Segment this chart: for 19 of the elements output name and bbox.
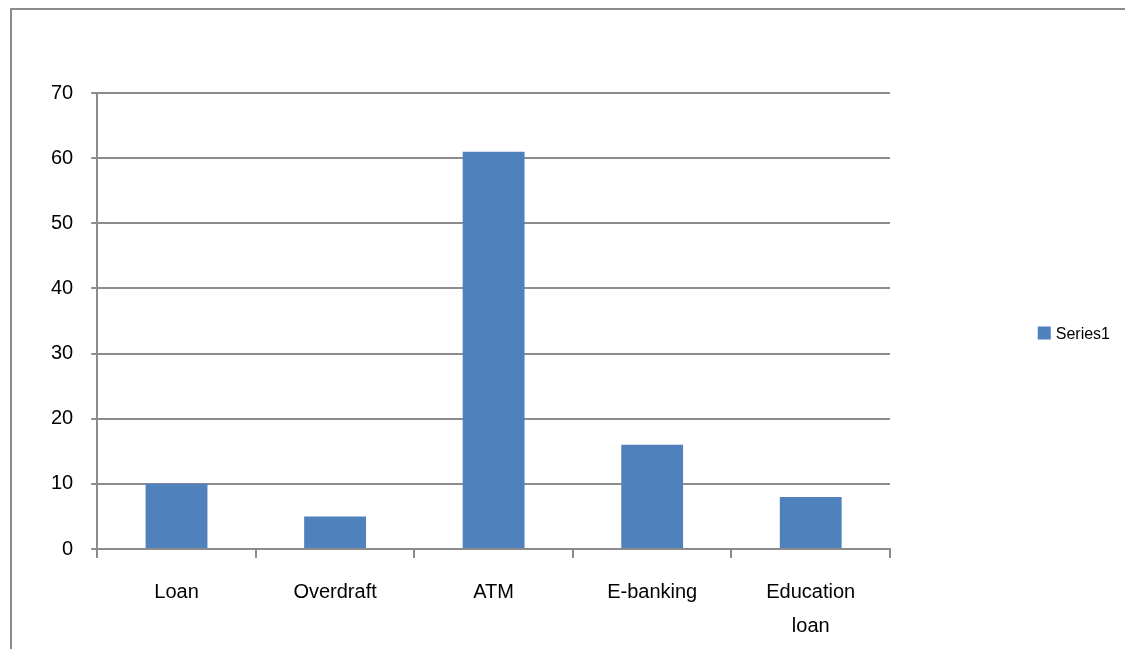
y-tick-label: 10 <box>51 471 74 494</box>
y-tick-label: 50 <box>51 210 74 233</box>
bar <box>462 151 525 548</box>
x-tick-label: E-banking <box>607 579 698 602</box>
legend-label: Series1 <box>1055 324 1111 342</box>
bar <box>621 444 684 548</box>
x-tick-label: Overdraft <box>293 579 378 602</box>
y-tick-label: 40 <box>51 275 74 298</box>
x-tick-label: ATM <box>473 579 514 602</box>
bar <box>304 516 366 548</box>
y-tick-label: 0 <box>62 536 74 559</box>
y-tick-label: 20 <box>51 406 74 429</box>
x-tick-label: Loan <box>154 579 199 602</box>
y-tick-label: 30 <box>51 341 74 364</box>
y-tick-label: 60 <box>51 145 74 168</box>
bar <box>145 483 208 548</box>
x-tick-label: Education loan <box>766 579 856 636</box>
bar <box>779 496 842 548</box>
y-tick-label: 70 <box>51 80 74 103</box>
